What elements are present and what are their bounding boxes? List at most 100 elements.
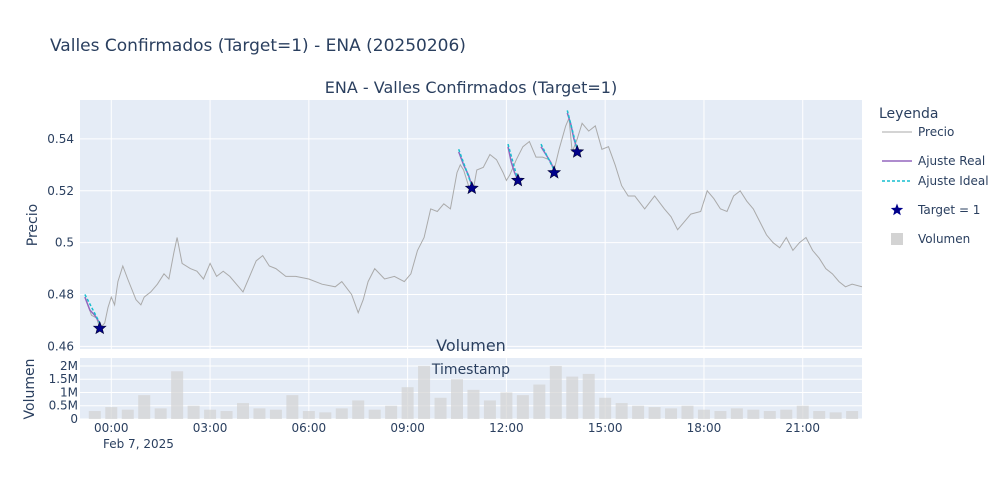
volume-bar [269, 409, 282, 419]
fit-ideal-line [566, 110, 578, 150]
price-chart-title: ENA - Valles Confirmados (Target=1) [325, 78, 617, 97]
volume-bar [236, 403, 249, 419]
volume-y-axis-label: Volumen [22, 359, 38, 420]
volume-bar [451, 379, 464, 419]
price-y-tick-label: 0.5 [55, 236, 74, 250]
price-y-tick-label: 0.52 [47, 184, 74, 198]
volume-bar [319, 412, 332, 419]
volume-bar [714, 411, 727, 419]
x-axis-ticks: 00:00 03:00 06:00 09:00 12:00 15:00 18:00 21:00 [94, 421, 820, 435]
volume-bar [286, 395, 299, 419]
volume-bar [204, 409, 217, 419]
legend-label-ajuste-ideal: Ajuste Ideal [918, 174, 989, 188]
volume-bar [813, 411, 826, 419]
target-star-marker [464, 180, 479, 195]
legend: Leyenda Precio Ajuste Real Ajuste Ideal … [879, 106, 989, 246]
volume-bar [697, 409, 710, 419]
legend-item-precio[interactable]: Precio [882, 125, 954, 139]
volume-bar [88, 411, 101, 419]
x-tick-label: 12:00 [489, 421, 524, 435]
volume-bar [829, 412, 842, 419]
x-tick-label: 18:00 [687, 421, 722, 435]
volume-y-tick-label: 1.5M [49, 372, 78, 386]
figure-title: Valles Confirmados (Target=1) - ENA (202… [50, 36, 466, 56]
volume-chart-title: Volumen [436, 336, 506, 355]
volume-bar [516, 395, 529, 419]
price-y-tick-label: 0.46 [47, 339, 74, 353]
volume-bar [632, 405, 645, 419]
fit-ideal-line [84, 294, 101, 324]
volume-bar [335, 408, 348, 419]
volume-bar [187, 405, 200, 419]
legend-square-icon [891, 233, 903, 245]
volume-bar [138, 395, 151, 419]
volume-bar [648, 407, 661, 419]
volume-bars [88, 365, 859, 419]
volume-y-tick-label: 0 [70, 412, 78, 426]
volume-bar [368, 409, 381, 419]
volume-bar [418, 365, 431, 419]
volume-bar [681, 405, 694, 419]
volume-bar [401, 387, 414, 419]
x-tick-label: 06:00 [292, 421, 327, 435]
volume-bar [121, 409, 134, 419]
price-plot-area [80, 100, 862, 349]
x-tick-label: 09:00 [390, 421, 425, 435]
legend-label-volumen: Volumen [918, 232, 970, 246]
volume-x-axis-label: Timestamp [431, 362, 510, 378]
x-tick-label: 00:00 [94, 421, 129, 435]
legend-item-ajuste-ideal[interactable]: Ajuste Ideal [882, 174, 989, 188]
price-grid [80, 100, 862, 349]
volume-bar [533, 384, 546, 419]
x-date-label: Feb 7, 2025 [103, 437, 174, 451]
volume-bar [483, 400, 496, 419]
target-star-marker [92, 320, 107, 335]
price-y-ticks: 0.46 0.48 0.5 0.52 0.54 [47, 132, 74, 354]
legend-label-target: Target = 1 [917, 203, 980, 217]
volume-bar [599, 397, 612, 419]
volume-bar [582, 373, 595, 419]
fit-ideal-line [507, 143, 519, 181]
volume-bar [352, 400, 365, 419]
volume-bar [105, 407, 118, 419]
volume-y-tick-label: 2M [60, 359, 78, 373]
fit-real-line [507, 146, 519, 181]
legend-item-target[interactable]: Target = 1 [890, 203, 981, 217]
x-tick-label: 03:00 [193, 421, 228, 435]
volume-bar [763, 411, 776, 419]
legend-item-volumen[interactable]: Volumen [891, 232, 970, 246]
target-star-marker [570, 144, 585, 158]
volume-bar [171, 371, 184, 419]
volume-bar [747, 409, 760, 419]
target-star-marker [510, 173, 525, 187]
target-star-marker [547, 165, 562, 179]
volume-bar [154, 408, 167, 419]
legend-title: Leyenda [879, 106, 938, 122]
volume-bar [302, 411, 315, 419]
price-y-axis-label: Precio [25, 204, 41, 246]
price-y-tick-label: 0.54 [47, 132, 74, 146]
fit-ideal-line [457, 149, 473, 186]
volume-bar [846, 411, 859, 419]
volume-bar [730, 408, 743, 419]
volume-bar [500, 392, 513, 419]
volume-bar [467, 389, 480, 419]
legend-item-ajuste-real[interactable]: Ajuste Real [882, 154, 985, 168]
legend-label-ajuste-real: Ajuste Real [918, 154, 985, 168]
target-markers [92, 144, 585, 335]
volume-bar [253, 408, 266, 419]
price-chart: ENA - Valles Confirmados (Target=1) Prec… [25, 78, 862, 353]
volume-bar [566, 376, 579, 419]
volume-y-tick-label: 0.5M [49, 399, 78, 413]
volume-y-tick-label: 1M [60, 385, 78, 399]
volume-bar [385, 405, 398, 419]
x-tick-label: 15:00 [588, 421, 623, 435]
volume-bar [434, 397, 447, 419]
legend-star-icon [890, 203, 904, 216]
volume-bar [220, 411, 233, 419]
legend-label-precio: Precio [918, 125, 954, 139]
volume-bar [665, 408, 678, 419]
